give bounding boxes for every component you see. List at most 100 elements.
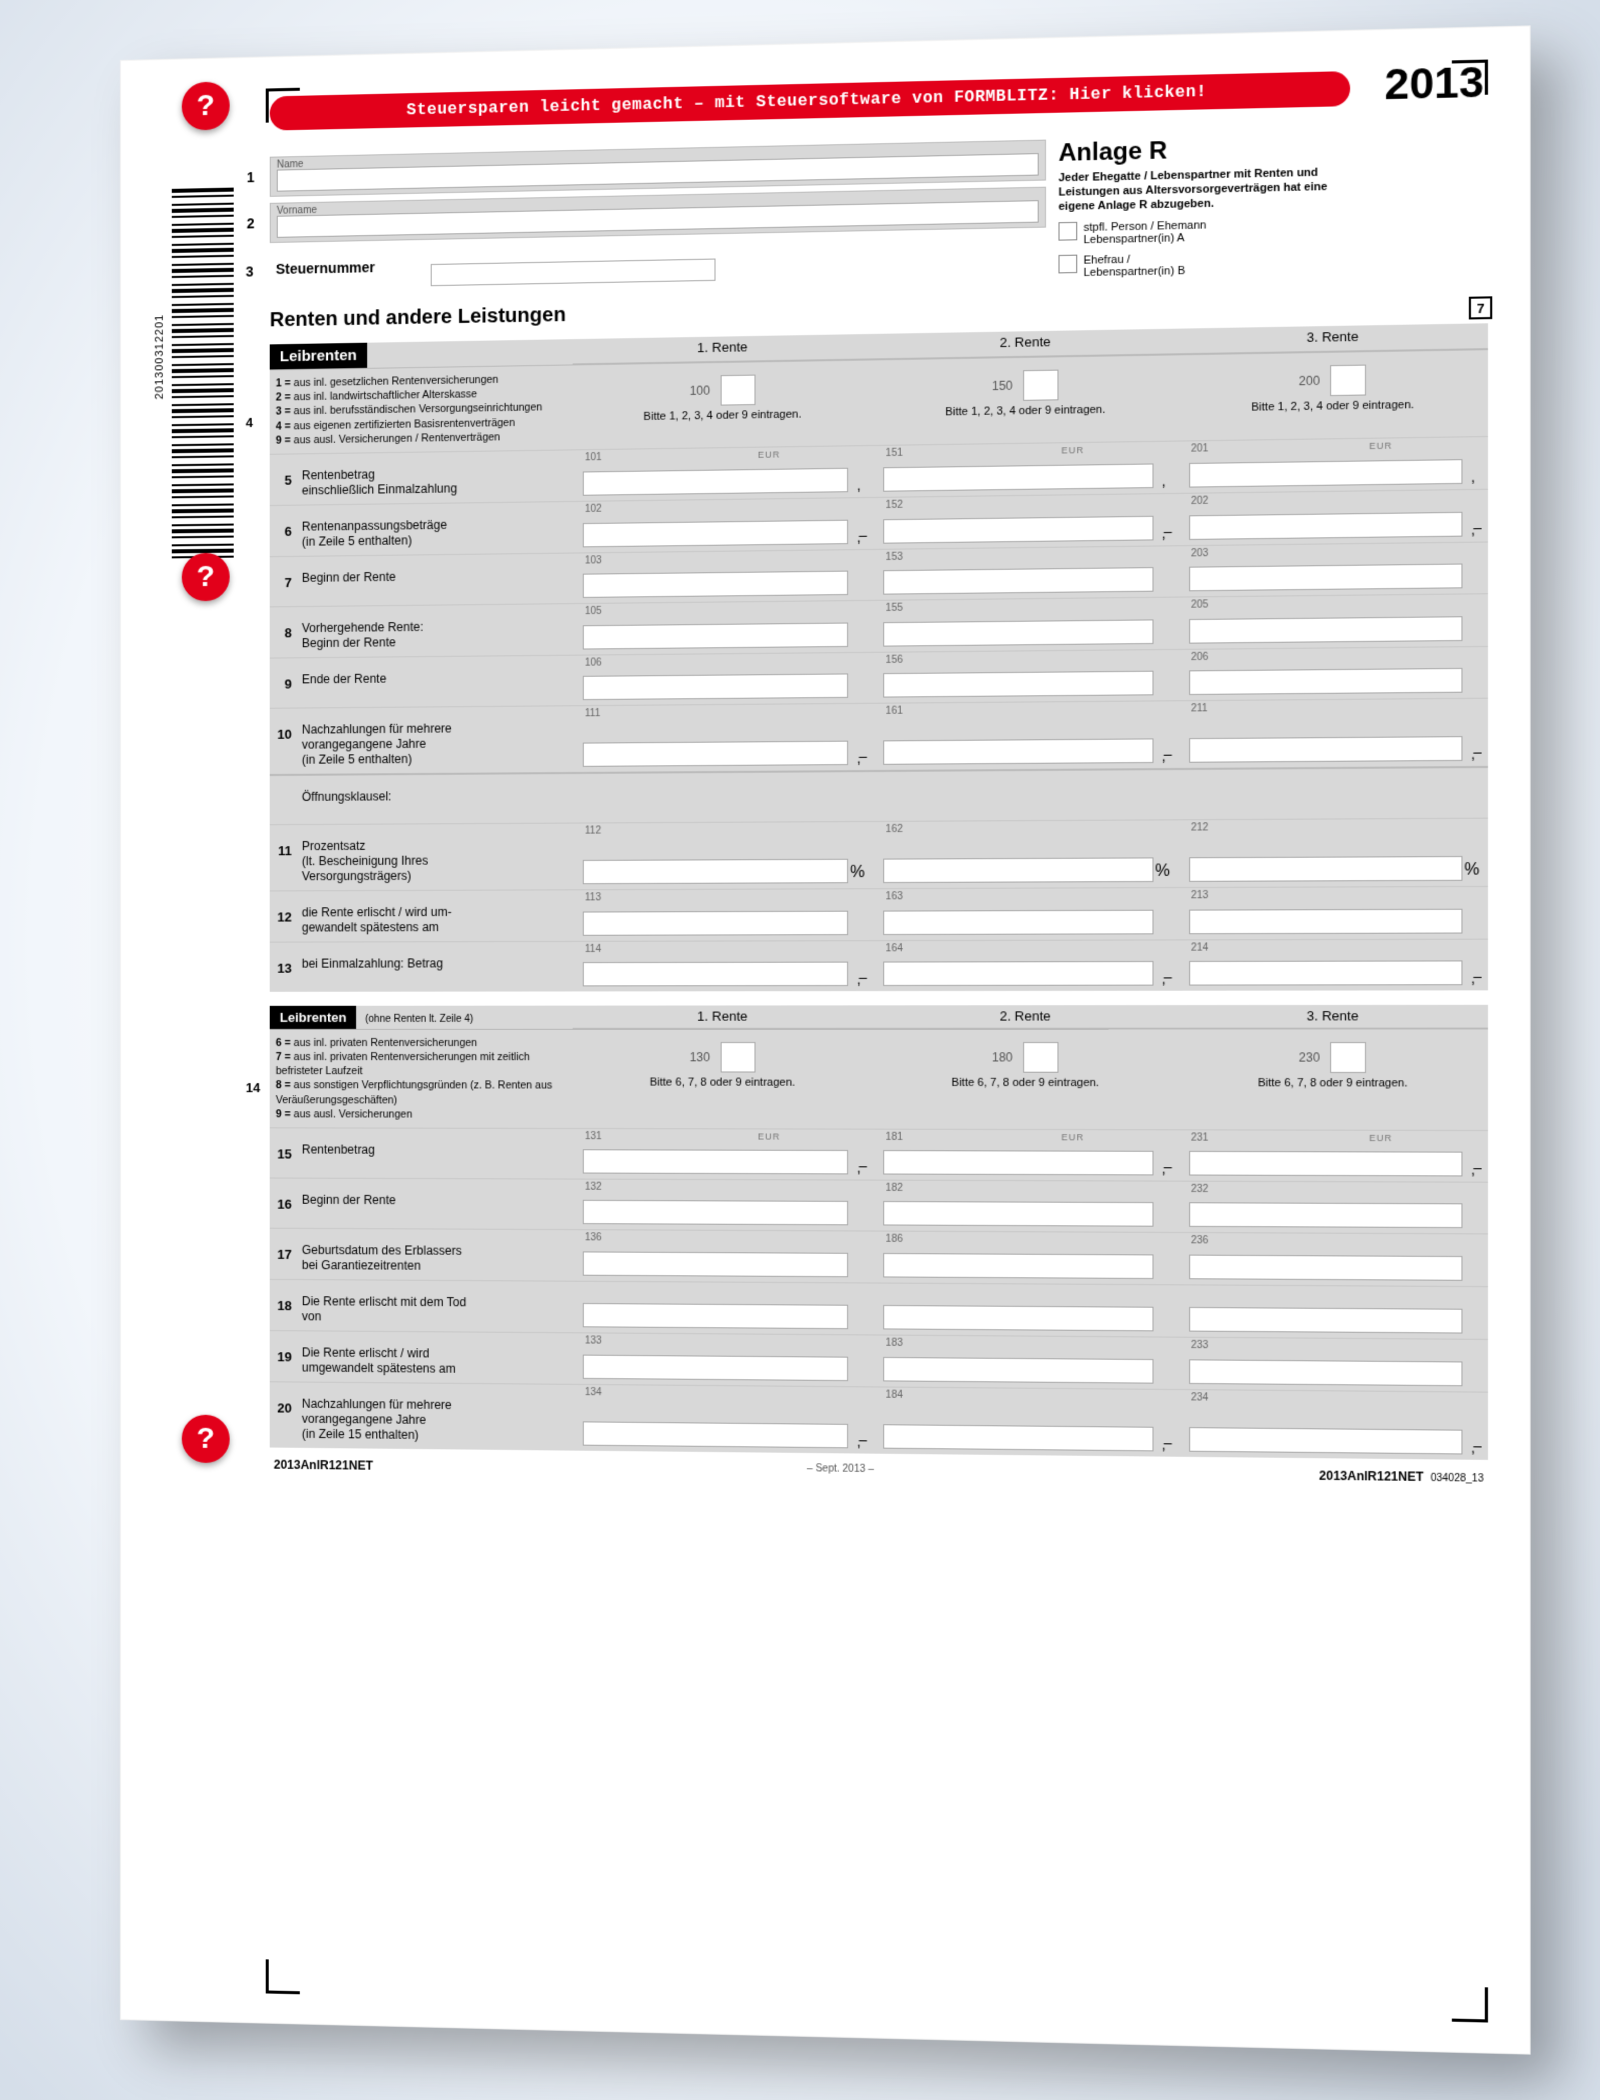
field-vorname[interactable]: 2 Vorname [270, 187, 1046, 243]
type-cell[interactable]: 100 Bitte 1, 2, 3, 4 oder 9 eintragen. [573, 360, 874, 449]
help-icon[interactable]: ? [182, 553, 230, 602]
row-label: Nachzahlungen für mehrere vorangegangene… [296, 706, 573, 774]
row-number: 11 [270, 825, 296, 890]
value-cell[interactable]: 103 [573, 550, 874, 603]
value-cell[interactable]: 183 [873, 1335, 1178, 1389]
value-cell[interactable]: 132 [573, 1179, 874, 1230]
type-cell[interactable]: 230 Bitte 6, 7, 8 oder 9 eintragen. [1178, 1030, 1488, 1130]
value-cell[interactable]: 153 [873, 546, 1178, 600]
value-cell[interactable] [873, 1283, 1178, 1336]
row-number: 5 [270, 454, 296, 505]
value-cell[interactable]: 184 , – [873, 1387, 1178, 1456]
value-cell[interactable]: 203 [1178, 542, 1488, 596]
form-row: 19 Die Rente erlischt / wird umgewandelt… [270, 1330, 1488, 1392]
value-cell[interactable]: 112 % [573, 822, 874, 889]
value-cell[interactable] [573, 1282, 874, 1335]
form-row: 18 Die Rente erlischt mit dem Tod von [270, 1279, 1488, 1339]
value-cell[interactable]: 212 % [1178, 819, 1488, 887]
row-number: 17 [270, 1229, 296, 1279]
col-head: 1. Rente [573, 1005, 874, 1029]
value-cell[interactable]: 234 , – [1178, 1390, 1488, 1460]
value-cell[interactable]: 233 [1178, 1338, 1488, 1392]
form-row: 20 Nachzahlungen für mehrere vorangegang… [270, 1381, 1488, 1460]
value-cell[interactable]: 155 [873, 597, 1178, 651]
col-head: 2. Rente [873, 1005, 1178, 1029]
type-cell[interactable]: 130 Bitte 6, 7, 8 oder 9 eintragen. [573, 1030, 874, 1129]
value-cell[interactable]: 231 EUR , – [1178, 1130, 1488, 1181]
value-cell[interactable]: 156 [873, 650, 1178, 703]
barcode-number: 201300312201 [154, 314, 166, 400]
value-cell[interactable]: 134 , – [573, 1385, 874, 1454]
value-cell[interactable]: 131 EUR , – [573, 1129, 874, 1180]
type-cell[interactable]: 200 Bitte 1, 2, 3, 4 oder 9 eintragen. [1178, 350, 1488, 440]
page-title: Renten und andere Leistungen [270, 295, 1046, 332]
row-number: 1 [247, 169, 255, 185]
value-cell[interactable]: 136 [573, 1230, 874, 1282]
row-number: 2 [247, 215, 255, 231]
row-label: die Rente erlischt / wird um- gewandelt … [296, 890, 573, 941]
promo-banner[interactable]: Steuersparen leicht gemacht – mit Steuer… [270, 71, 1350, 131]
form-row: 17 Geburtsdatum des Erblassers bei Garan… [270, 1228, 1488, 1286]
form-row: 16 Beginn der Rente 132 182 232 [270, 1177, 1488, 1233]
value-cell[interactable]: 102 , – [573, 498, 874, 553]
row-label: Prozentsatz (lt. Bescheinigung Ihres Ver… [296, 823, 573, 890]
value-cell[interactable]: 182 [873, 1180, 1178, 1231]
value-cell[interactable]: 236 [1178, 1233, 1488, 1286]
row-label: Beginn der Rente [296, 553, 573, 606]
legend: 1 = aus inl. gesetzlichen Rentenversiche… [270, 365, 573, 453]
form-page: 201300312201 2013 ? ? ? Steuersparen lei… [120, 25, 1531, 2054]
value-cell[interactable]: 152 , – [873, 494, 1178, 549]
type-cell[interactable]: 150 Bitte 1, 2, 3, 4 oder 9 eintragen. [873, 355, 1178, 445]
row-label: Die Rente erlischt mit dem Tod von [296, 1280, 573, 1332]
section-title: Leibrenten [270, 343, 367, 370]
value-cell[interactable]: 232 [1178, 1182, 1488, 1234]
row-label: Rentenanpassungsbeträge (in Zeile 5 enth… [296, 502, 573, 556]
value-cell[interactable]: 214 , – [1178, 940, 1488, 991]
row-number: 12 [270, 891, 296, 941]
type-cell[interactable]: 180 Bitte 6, 7, 8 oder 9 eintragen. [873, 1030, 1178, 1130]
value-cell[interactable]: 205 [1178, 594, 1488, 649]
value-cell[interactable]: 111 , – [573, 704, 874, 772]
help-icon[interactable]: ? [182, 1415, 230, 1464]
form-row: 12 die Rente erlischt / wird um- gewande… [270, 886, 1488, 942]
value-cell[interactable]: 101 EUR , [573, 446, 874, 501]
value-cell[interactable]: 162 % [873, 820, 1178, 888]
value-cell[interactable]: 113 [573, 889, 874, 941]
value-cell[interactable]: 202 , – [1178, 490, 1488, 545]
checkbox-person-b[interactable]: Ehefrau / Lebenspartner(in) B [1058, 247, 1488, 280]
section-subtitle: (ohne Renten lt. Zeile 4) [365, 1014, 473, 1025]
value-cell[interactable]: 105 [573, 601, 874, 655]
field-steuernummer[interactable]: 3 Steuernummer [270, 234, 1046, 293]
anlage-note: Jeder Ehegatte / Lebenspartner mit Rente… [1058, 166, 1341, 214]
value-cell[interactable]: 163 [873, 888, 1178, 940]
col-head: 3. Rente [1178, 1005, 1488, 1029]
value-cell[interactable]: 206 [1178, 647, 1488, 700]
help-icon[interactable]: ? [182, 81, 230, 130]
value-cell[interactable]: 186 [873, 1231, 1178, 1284]
value-cell[interactable]: 151 EUR , [873, 441, 1178, 496]
row-label: Vorhergehende Rente: Beginn der Rente [296, 604, 573, 657]
row-number: 3 [246, 263, 254, 279]
value-cell[interactable]: 213 [1178, 887, 1488, 939]
value-cell[interactable]: 164 , – [873, 940, 1178, 991]
checkbox-person-a[interactable]: stpfl. Person / Ehemann Lebenspartner(in… [1058, 214, 1488, 247]
value-cell[interactable]: 114 , – [573, 941, 874, 991]
row-number: 8 [270, 607, 296, 657]
row-number: 15 [270, 1128, 296, 1177]
row-number: 4 [246, 415, 253, 430]
row-label: Rentenbetrag einschließlich Einmalzahlun… [296, 450, 573, 504]
row-number: 20 [270, 1382, 296, 1448]
value-cell[interactable] [1178, 1285, 1488, 1339]
form-row: 13 bei Einmalzahlung: Betrag 114 , – 164… [270, 938, 1488, 991]
field-label: Steuernummer [276, 259, 375, 277]
value-cell[interactable]: 201 EUR , [1178, 437, 1488, 493]
row-number: 19 [270, 1331, 296, 1381]
value-cell[interactable]: 106 [573, 653, 874, 705]
row-label: Geburtsdatum des Erblassers bei Garantie… [296, 1229, 573, 1281]
value-cell[interactable]: 133 [573, 1333, 874, 1386]
row-number: 13 [270, 942, 296, 991]
value-cell[interactable]: 211 , – [1178, 699, 1488, 768]
value-cell[interactable]: 161 , – [873, 701, 1178, 770]
row-number: 9 [270, 658, 296, 707]
value-cell[interactable]: 181 EUR , – [873, 1130, 1178, 1181]
